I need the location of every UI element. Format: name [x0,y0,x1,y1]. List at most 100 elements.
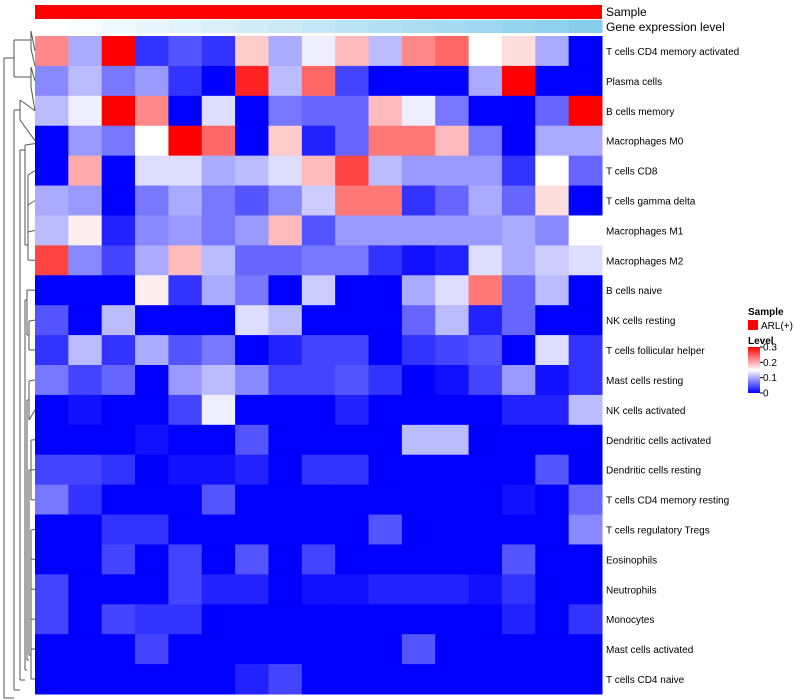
heatmap-cell [435,365,470,396]
heatmap-cell [468,394,503,426]
heatmap-cell [568,424,603,456]
heatmap-cell [435,514,470,545]
heatmap-cell [568,215,603,246]
heatmap-cell [235,245,269,276]
heatmap-cell [468,514,503,545]
legend: Sample ARL(+) Level 0.3 0.2 0.1 0 [748,307,793,400]
heatmap-cell [401,574,436,605]
heatmap-cell [335,95,370,127]
heatmap-cell [468,544,503,575]
heatmap-cell [135,394,169,426]
heatmap-cell [535,394,570,426]
heatmap-cell [568,365,603,396]
heatmap-cell [235,484,269,516]
expression-track-cell [301,20,336,33]
heatmap-cell [301,215,336,246]
heatmap-cell [468,604,503,635]
heatmap-cell [435,185,470,216]
heatmap-cell [235,185,269,216]
heatmap-cell [301,664,336,695]
heatmap-cell [368,514,403,545]
row-dendrogram [3,30,36,699]
dendrogram-branch [28,379,36,382]
heatmap-cell [501,604,536,635]
heatmap-cell [68,185,103,216]
heatmap-cell [501,125,536,157]
legend-level-ticks: 0.3 0.2 0.1 0 [760,343,777,400]
heatmap-cell [335,574,370,605]
heatmap-cell [68,275,103,306]
heatmap-cell [35,484,69,516]
heatmap-cell [435,95,470,127]
heatmap-cell [501,514,536,545]
heatmap-cell [35,305,69,336]
heatmap-cell [435,335,470,366]
heatmap-cell [335,215,370,246]
heatmap-cell [368,155,403,187]
heatmap-cell [135,275,169,306]
heatmap-cell [101,95,136,127]
heatmap-cell [35,454,69,486]
heatmap-cell [435,215,470,246]
heatmap-cell [568,664,603,695]
heatmap-cell [568,604,603,635]
heatmap-cell [168,305,203,336]
heatmap-cell [535,185,570,216]
heatmap-cell [401,454,436,486]
heatmap-cell [435,604,470,635]
heatmap-cell [568,95,603,127]
heatmap-cell [101,574,136,605]
heatmap-cell [335,664,370,695]
heatmap-cells [35,36,603,695]
heatmap-cell [135,365,169,396]
heatmap-cell [335,634,370,665]
heatmap-cell [535,454,570,486]
heatmap-cell [401,95,436,127]
heatmap-cell [301,544,336,575]
row-label: T cells follicular helper [606,346,705,357]
heatmap-cell [535,634,570,665]
heatmap-cell [435,484,470,516]
heatmap-cell [101,514,136,545]
heatmap-cell [35,185,69,216]
heatmap-cell [568,454,603,486]
heatmap-cell [68,365,103,396]
heatmap-cell [401,36,436,67]
heatmap-cell [135,36,169,67]
heatmap-cell [335,155,370,187]
legend-level-title: Level [748,336,774,347]
heatmap-cell [368,215,403,246]
heatmap-cell [501,424,536,456]
heatmap-cell [235,36,269,67]
heatmap-cell [35,335,69,366]
heatmap-cell [401,245,436,276]
legend-level-colorbar [748,347,760,393]
row-label: NK cells activated [606,406,685,417]
heatmap-cell [335,454,370,486]
heatmap-cell [101,484,136,516]
heatmap-cell [268,245,303,276]
heatmap-cell [501,634,536,665]
heatmap-cell [168,664,203,695]
heatmap-cell [468,65,503,97]
heatmap-cell [35,544,69,575]
heatmap-cell [435,65,470,97]
heatmap-cell [468,275,503,306]
dendrogram-branch [30,66,36,82]
heatmap-cell [368,484,403,516]
heatmap-cell [101,544,136,575]
heatmap-cell [35,245,69,276]
heatmap-cell [401,365,436,396]
heatmap-cell [101,125,136,157]
heatmap-cell [235,634,269,665]
heatmap-cell [201,394,236,426]
sample-track-bar [35,5,602,19]
expression-track-cell [368,20,403,33]
heatmap-cell [535,65,570,97]
heatmap-cell [401,185,436,216]
heatmap-cell [135,215,169,246]
heatmap-cell [68,36,103,67]
expression-track-cell [235,20,269,33]
expression-track-cell [35,20,69,33]
